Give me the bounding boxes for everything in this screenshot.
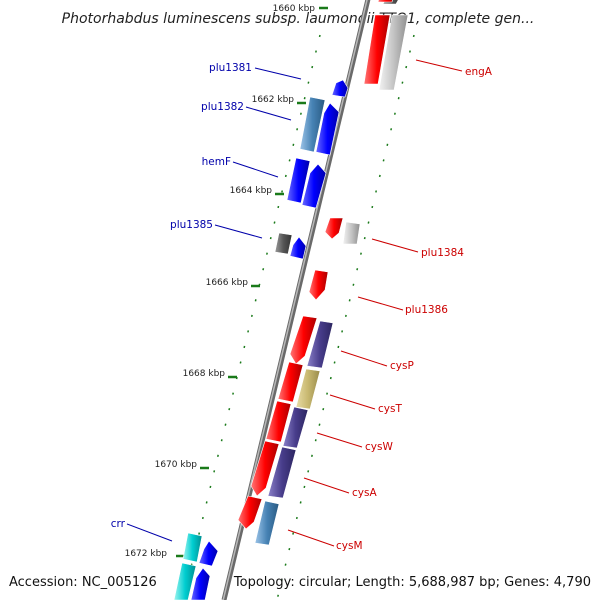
- gene-plu1384[interactable]: [324, 217, 344, 240]
- inner-dotted-ring: [182, 34, 321, 600]
- feature-bottom-cyan: [173, 562, 197, 600]
- gene-plu1385[interactable]: [274, 232, 293, 255]
- feature-engA-gray: [378, 14, 409, 91]
- leader-cysA: [303, 477, 350, 494]
- outer-dotted-ring: [276, 34, 415, 600]
- label-cysW[interactable]: cysW: [365, 441, 393, 453]
- gene-hemF[interactable]: [286, 157, 311, 204]
- feature-top-red: [377, 0, 393, 3]
- leader-engA: [415, 59, 463, 72]
- reverse-strand-features: [237, 0, 409, 546]
- tick-label-1668: 1668 kbp: [183, 369, 226, 379]
- gene-cysT[interactable]: [277, 361, 304, 403]
- gene-engA[interactable]: [363, 14, 391, 85]
- label-plu1386[interactable]: plu1386: [405, 304, 448, 316]
- tick-label-1666: 1666 kbp: [206, 278, 249, 288]
- label-cysT[interactable]: cysT: [378, 403, 402, 415]
- label-crr[interactable]: crr: [111, 518, 126, 530]
- leader-cysT: [329, 394, 376, 410]
- feature-bottom-blue: [190, 567, 211, 600]
- feature-plu1382-blue: [315, 102, 340, 156]
- leader-plu1384: [371, 238, 419, 253]
- gene-plu1382[interactable]: [299, 96, 326, 153]
- label-hemF[interactable]: hemF: [202, 156, 231, 168]
- feature-cysM-steel: [254, 500, 280, 546]
- leader-plu1385: [214, 224, 263, 239]
- feature-plu1385-blue: [289, 236, 307, 260]
- leader-cysW: [316, 432, 363, 448]
- label-cysP[interactable]: cysP: [390, 360, 414, 372]
- tick-label-1672: 1672 kbp: [125, 549, 168, 559]
- tick-label-1662: 1662 kbp: [252, 95, 295, 105]
- leader-plu1381: [254, 67, 302, 80]
- forward-gene-labels: plu1381 plu1382 hemF plu1385 crr: [111, 62, 252, 530]
- feature-plu1384-gray: [342, 221, 361, 245]
- tick-label-1670: 1670 kbp: [155, 460, 198, 470]
- label-plu1385[interactable]: plu1385: [170, 219, 213, 231]
- feature-cysT-khaki: [295, 368, 321, 410]
- label-engA[interactable]: engA: [465, 66, 493, 78]
- leader-cysP: [340, 350, 388, 367]
- feature-hemF-blue: [301, 163, 327, 209]
- kbp-tick-labels: 1660 kbp 1662 kbp 1664 kbp 1666 kbp 1668…: [125, 4, 316, 559]
- gene-cysA[interactable]: [250, 440, 280, 497]
- leader-cysM: [287, 529, 335, 547]
- leader-plu1382: [245, 106, 292, 121]
- label-plu1384[interactable]: plu1384: [421, 247, 464, 259]
- genome-summary-text: Topology: circular; Length: 5,688,987 bp…: [233, 575, 591, 590]
- gene-plu1386[interactable]: [308, 269, 329, 301]
- gene-cysM[interactable]: [237, 495, 263, 530]
- gene-cysP[interactable]: [289, 315, 318, 365]
- dotted-guide-rings: [182, 34, 415, 600]
- leader-plu1386: [357, 296, 404, 311]
- gene-plu1381[interactable]: [331, 79, 349, 98]
- tick-label-1664: 1664 kbp: [230, 186, 273, 196]
- gene-cysW[interactable]: [265, 400, 292, 443]
- feature-cysA-navy: [267, 446, 297, 499]
- reverse-gene-labels: engA plu1384 plu1386 cysP cysT cysW cysA…: [336, 66, 493, 552]
- label-plu1381[interactable]: plu1381: [209, 62, 252, 74]
- gene-crr[interactable]: [182, 532, 203, 563]
- leader-lines: [126, 59, 463, 547]
- forward-strand-features: [173, 79, 349, 600]
- feature-crr-blue: [198, 540, 219, 567]
- kbp-ticks: [176, 6, 328, 558]
- accession-text: Accession: NC_005126: [9, 575, 157, 590]
- feature-cysP-navy: [306, 320, 334, 369]
- feature-cysW-navy: [282, 406, 309, 449]
- leader-crr: [126, 523, 173, 542]
- label-cysM[interactable]: cysM: [336, 540, 363, 552]
- label-cysA[interactable]: cysA: [352, 487, 377, 499]
- label-plu1382[interactable]: plu1382: [201, 101, 244, 113]
- leader-hemF: [232, 161, 279, 178]
- tick-label-1660: 1660 kbp: [273, 4, 316, 14]
- map-title: Photorhabdus luminescens subsp. laumondi…: [62, 11, 535, 27]
